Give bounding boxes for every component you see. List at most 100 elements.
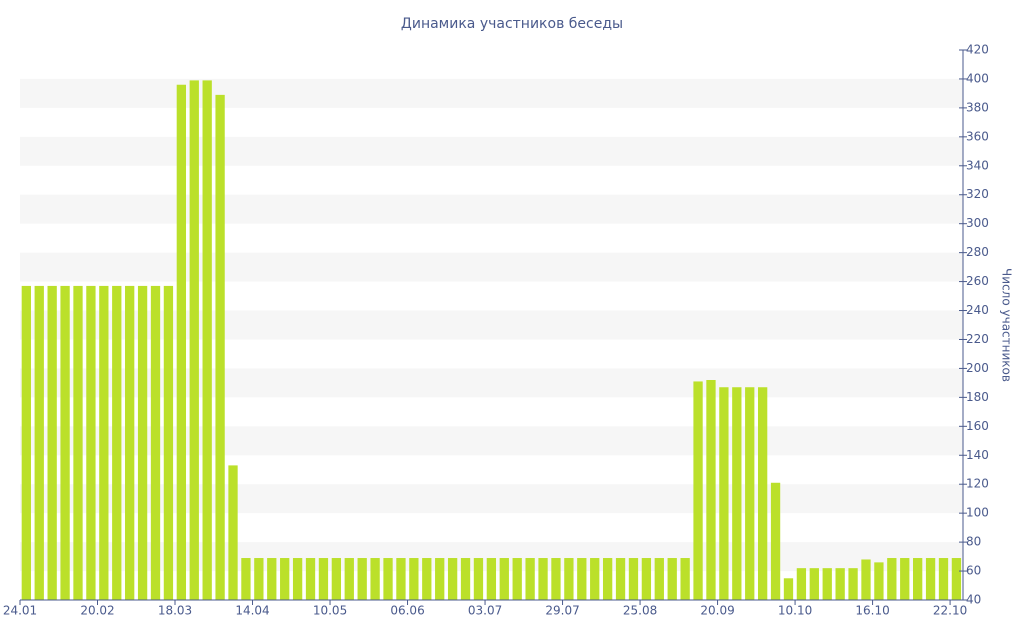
grid-band xyxy=(20,252,963,282)
bar xyxy=(473,558,484,600)
grid-band xyxy=(20,426,963,456)
bar xyxy=(383,558,393,600)
bar xyxy=(861,559,871,600)
bar xyxy=(460,558,471,600)
bar xyxy=(150,285,161,600)
x-tick-label: 14.04 xyxy=(235,604,269,618)
bar xyxy=(757,387,768,600)
chart-title: Динамика участников беседы xyxy=(401,16,623,32)
bar xyxy=(409,558,419,600)
bar xyxy=(305,558,316,600)
x-tick-label: 25.08 xyxy=(623,604,657,618)
bar xyxy=(331,558,342,600)
y-tick-label: 240 xyxy=(966,303,989,317)
y-tick-label: 200 xyxy=(966,361,989,375)
x-tick-label: 20.09 xyxy=(700,604,734,618)
bar xyxy=(34,285,44,600)
bar xyxy=(551,558,561,600)
y-tick-label: 360 xyxy=(966,129,989,143)
bar xyxy=(693,381,703,600)
grid-band xyxy=(20,310,963,340)
bar xyxy=(137,285,148,600)
grid-band xyxy=(20,368,963,398)
bar xyxy=(86,285,96,600)
bar xyxy=(435,558,445,600)
grid-band xyxy=(20,484,963,514)
x-tick-label: 06.06 xyxy=(390,604,424,618)
x-tick-label: 22.10 xyxy=(933,604,967,618)
bar xyxy=(73,285,83,600)
bar xyxy=(163,285,174,600)
bar xyxy=(770,482,781,600)
bar xyxy=(525,558,535,600)
bar xyxy=(189,80,199,601)
bar xyxy=(176,84,186,601)
grid-band xyxy=(20,78,963,108)
bar xyxy=(822,568,832,600)
y-tick-label: 120 xyxy=(966,477,989,491)
y-tick-label: 180 xyxy=(966,390,989,404)
y-tick-label: 280 xyxy=(966,245,989,259)
bar xyxy=(577,558,587,600)
y-tick-label: 420 xyxy=(966,43,989,57)
bar xyxy=(112,285,122,600)
bar xyxy=(938,558,949,600)
bar xyxy=(615,558,626,600)
y-tick-label: 60 xyxy=(966,564,981,578)
bar xyxy=(874,562,884,600)
y-axis-label: Число участников xyxy=(1000,268,1014,382)
bar xyxy=(486,558,497,600)
grid-band xyxy=(20,136,963,166)
x-tick-label: 24.01 xyxy=(3,604,37,618)
bar xyxy=(783,578,794,600)
bar xyxy=(900,558,910,600)
x-tick-label: 29.07 xyxy=(545,604,579,618)
x-tick-label: 20.02 xyxy=(80,604,114,618)
y-tick-label: 260 xyxy=(966,274,989,288)
bar xyxy=(202,80,212,601)
bar xyxy=(732,387,742,600)
bar xyxy=(60,285,70,600)
bar xyxy=(396,558,406,600)
bar xyxy=(21,285,31,600)
y-tick-label: 140 xyxy=(966,448,989,462)
bar xyxy=(913,558,923,600)
grid-band xyxy=(20,194,963,224)
bar xyxy=(125,285,135,600)
bar xyxy=(422,558,432,600)
bar xyxy=(680,558,690,600)
y-tick-label: 300 xyxy=(966,216,989,230)
y-tick-label: 220 xyxy=(966,332,989,346)
bar xyxy=(835,568,845,600)
bar xyxy=(706,380,716,600)
y-tick-label: 340 xyxy=(966,158,989,172)
bar xyxy=(512,558,522,600)
bar xyxy=(719,387,729,600)
bar xyxy=(292,558,303,600)
bar xyxy=(538,558,548,600)
bar xyxy=(590,558,600,600)
bar xyxy=(499,558,509,600)
bar xyxy=(447,558,458,600)
bar xyxy=(809,568,819,600)
bar xyxy=(357,558,367,600)
y-tick-label: 100 xyxy=(966,506,989,520)
bar xyxy=(951,558,962,600)
bar xyxy=(318,558,329,600)
x-tick-label: 18.03 xyxy=(158,604,192,618)
bar xyxy=(228,465,238,600)
x-tick-label: 10.05 xyxy=(313,604,347,618)
bar xyxy=(564,558,574,600)
bar xyxy=(796,568,807,600)
bar xyxy=(925,558,936,600)
bar xyxy=(602,558,613,600)
bar xyxy=(628,558,639,600)
bar xyxy=(267,558,277,600)
y-tick-label: 400 xyxy=(966,71,989,85)
bar xyxy=(241,558,251,600)
bar xyxy=(848,568,858,600)
bar xyxy=(280,558,290,600)
bar xyxy=(654,558,664,600)
x-tick-label: 03.07 xyxy=(468,604,502,618)
bar xyxy=(667,558,677,600)
